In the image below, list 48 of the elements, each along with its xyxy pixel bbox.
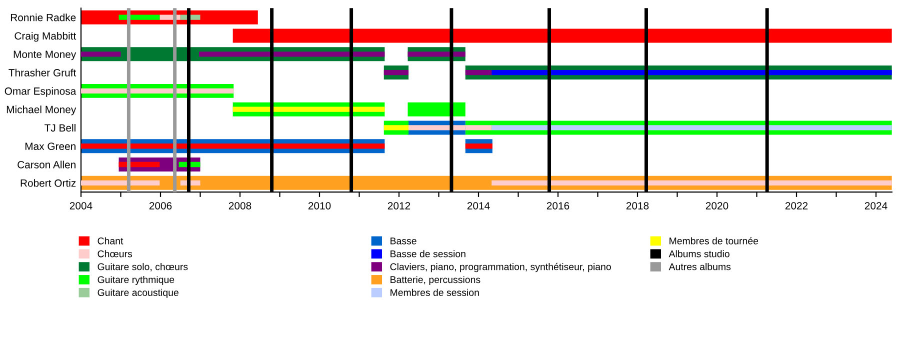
y-tick-label: Michael Money <box>6 106 76 116</box>
legend-label: Guitare rythmique <box>98 276 174 286</box>
legend-label: Membres de session <box>390 288 479 296</box>
legend-label: Membres de tournée <box>670 237 758 244</box>
x-tick-label: 2008 <box>228 202 252 210</box>
x-tick-label: 2016 <box>546 202 570 210</box>
y-tick-label: TJ Bell <box>44 124 76 132</box>
y-tick-label: Thrasher Gruft <box>8 68 76 76</box>
bar <box>384 70 409 76</box>
bar <box>465 70 492 76</box>
bar <box>232 106 385 112</box>
y-tick-label: Ronnie Radke <box>10 14 76 22</box>
legend-label: Albums studio <box>668 250 730 258</box>
y-tick-label: Monte Money <box>14 50 76 60</box>
bar <box>81 144 385 149</box>
legend-label: Basse <box>390 238 416 244</box>
x-tick-label: 2018 <box>626 202 649 210</box>
bar <box>384 125 409 130</box>
y-tick-label: Max Green <box>25 142 76 150</box>
bar <box>492 125 892 130</box>
x-tick-label: 2012 <box>388 202 410 210</box>
bar <box>81 180 160 186</box>
x-tick-label: 2004 <box>70 202 92 210</box>
bar <box>492 180 892 186</box>
bar <box>492 70 892 76</box>
legend-label: Chant <box>98 237 124 244</box>
x-tick-label: 2010 <box>308 202 331 210</box>
legend-label: Chœurs <box>98 250 132 258</box>
legend-label: Basse de session <box>390 250 466 258</box>
x-tick-label: 2020 <box>706 202 728 210</box>
x-tick-label: 2022 <box>785 202 808 210</box>
bar <box>232 28 892 43</box>
bar <box>465 144 492 149</box>
y-tick-label: Robert Ortiz <box>20 179 76 187</box>
y-tick-label: Craig Mabbitt <box>14 32 76 42</box>
x-tick-label: 2014 <box>467 202 490 210</box>
bar <box>81 88 234 94</box>
x-tick-label: 2024 <box>864 202 888 210</box>
bar <box>81 52 121 57</box>
x-tick-label: 2006 <box>149 202 172 210</box>
bar <box>408 52 466 57</box>
legend-label: Guitare solo, chœurs <box>98 263 188 272</box>
y-tick-label: Omar Espinosa <box>4 87 76 97</box>
y-tick-label: Carson Allen <box>18 160 76 168</box>
legend-label: Batterie, percussions <box>390 276 480 286</box>
legend-label: Guitare acoustique <box>98 288 178 298</box>
legend-label: Claviers, piano, programmation, synthétiseur, piano <box>390 262 611 272</box>
legend-label: Autres albums <box>668 263 731 270</box>
